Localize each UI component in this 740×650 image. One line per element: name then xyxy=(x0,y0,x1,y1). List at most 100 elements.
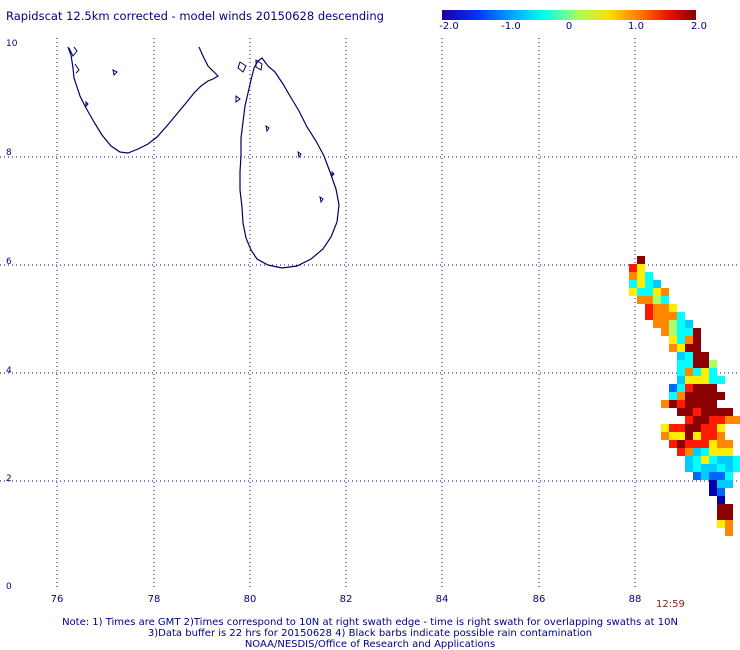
swath-cell-132 xyxy=(693,456,701,464)
lat-lon-grid xyxy=(0,38,740,590)
swath-cell-138 xyxy=(685,464,693,472)
swath-cell-68 xyxy=(685,384,693,392)
swath-cell-28 xyxy=(653,320,661,328)
swath-cell-74 xyxy=(685,392,693,400)
swath-cell-126 xyxy=(693,448,701,456)
swath-cell-62 xyxy=(693,376,701,384)
y-tick-10: 10 xyxy=(6,39,18,49)
x-tick-86: 86 xyxy=(532,594,546,605)
swath-cell-16 xyxy=(645,296,653,304)
swath-cell-5 xyxy=(645,272,653,280)
swath-cell-57 xyxy=(693,368,701,376)
swath-cell-8 xyxy=(645,280,653,288)
swath-cell-69 xyxy=(693,384,701,392)
x-tick-76: 76 xyxy=(50,594,64,605)
swath-cell-50 xyxy=(677,360,685,368)
swath-cell-63 xyxy=(701,376,709,384)
swath-cell-127 xyxy=(701,448,709,456)
y-tick-4: 4 xyxy=(6,366,12,376)
swath-cell-82 xyxy=(685,400,693,408)
swath-cell-97 xyxy=(717,416,725,424)
swath-cell-134 xyxy=(709,456,717,464)
swath-cell-104 xyxy=(693,424,701,432)
coastline-sri-lanka xyxy=(239,57,340,269)
note-line-3: NOAA/NESDIS/Office of Research and Appli… xyxy=(244,639,496,650)
swath-cell-119 xyxy=(693,440,701,448)
swath-cell-137 xyxy=(733,456,740,464)
swath-cell-117 xyxy=(677,440,685,448)
swath-cell-12 xyxy=(645,288,653,296)
swath-cell-147 xyxy=(709,472,717,480)
swath-cell-124 xyxy=(677,448,685,456)
colorbar-label-neg1: -1.0 xyxy=(501,21,521,32)
swath-cell-103 xyxy=(685,424,693,432)
swath-cell-61 xyxy=(685,376,693,384)
swath-cell-55 xyxy=(677,368,685,376)
swath-cell-99 xyxy=(733,416,740,424)
swath-cell-53 xyxy=(701,360,709,368)
swath-cell-135 xyxy=(717,456,725,464)
y-tick-2: 2 xyxy=(6,474,12,484)
swath-cell-80 xyxy=(669,400,677,408)
swath-cell-146 xyxy=(701,472,709,480)
swath-cell-67 xyxy=(677,384,685,392)
swath-cell-161 xyxy=(725,520,733,528)
swath-cell-48 xyxy=(693,352,701,360)
swath-cell-6 xyxy=(629,280,637,288)
x-tick-84: 84 xyxy=(435,594,449,605)
colorbar-label-min: -2.0 xyxy=(439,21,459,32)
coastline-india-bay xyxy=(68,46,80,74)
swath-cell-143 xyxy=(725,464,733,472)
swath-cell-100 xyxy=(661,424,669,432)
swath-cell-93 xyxy=(685,416,693,424)
swath-cell-49 xyxy=(701,352,709,360)
swath-cell-125 xyxy=(685,448,693,456)
swath-cell-22 xyxy=(669,304,677,312)
y-tick-0: 0 xyxy=(6,582,12,592)
swath-cell-39 xyxy=(677,336,685,344)
swath-cell-17 xyxy=(653,296,661,304)
swath-cell-41 xyxy=(693,336,701,344)
swath-cell-77 xyxy=(709,392,717,400)
wind-swath-cells xyxy=(629,256,740,536)
swath-cell-130 xyxy=(725,448,733,456)
swath-cell-158 xyxy=(717,512,725,520)
swath-cell-122 xyxy=(717,440,725,448)
swath-cell-46 xyxy=(677,352,685,360)
swath-cell-20 xyxy=(653,304,661,312)
swath-cell-89 xyxy=(701,408,709,416)
swath-cell-112 xyxy=(693,432,701,440)
swath-cell-144 xyxy=(733,464,740,472)
swath-cell-110 xyxy=(677,432,685,440)
swath-cell-142 xyxy=(717,464,725,472)
swath-cell-155 xyxy=(717,496,725,504)
swath-cell-25 xyxy=(661,312,669,320)
swath-cell-60 xyxy=(677,376,685,384)
swath-cell-83 xyxy=(693,400,701,408)
swath-cell-92 xyxy=(725,408,733,416)
x-tick-80: 80 xyxy=(243,594,257,605)
swath-cell-120 xyxy=(701,440,709,448)
swath-cell-32 xyxy=(685,320,693,328)
swath-cell-111 xyxy=(685,432,693,440)
swath-cell-73 xyxy=(677,392,685,400)
swath-cell-11 xyxy=(637,288,645,296)
swath-cell-91 xyxy=(717,408,725,416)
swath-cell-90 xyxy=(709,408,717,416)
swath-cell-115 xyxy=(717,432,725,440)
swath-cell-129 xyxy=(717,448,725,456)
swath-cell-70 xyxy=(701,384,709,392)
swath-cell-71 xyxy=(709,384,717,392)
swath-cell-136 xyxy=(725,456,733,464)
swath-cell-14 xyxy=(661,288,669,296)
swath-cell-19 xyxy=(645,304,653,312)
swath-cell-139 xyxy=(693,464,701,472)
swath-cell-24 xyxy=(653,312,661,320)
swath-cell-152 xyxy=(725,480,733,488)
swath-cell-85 xyxy=(709,400,717,408)
swath-cell-66 xyxy=(669,384,677,392)
x-tick-88: 88 xyxy=(628,594,642,605)
swath-cell-35 xyxy=(677,328,685,336)
swath-cell-123 xyxy=(725,440,733,448)
